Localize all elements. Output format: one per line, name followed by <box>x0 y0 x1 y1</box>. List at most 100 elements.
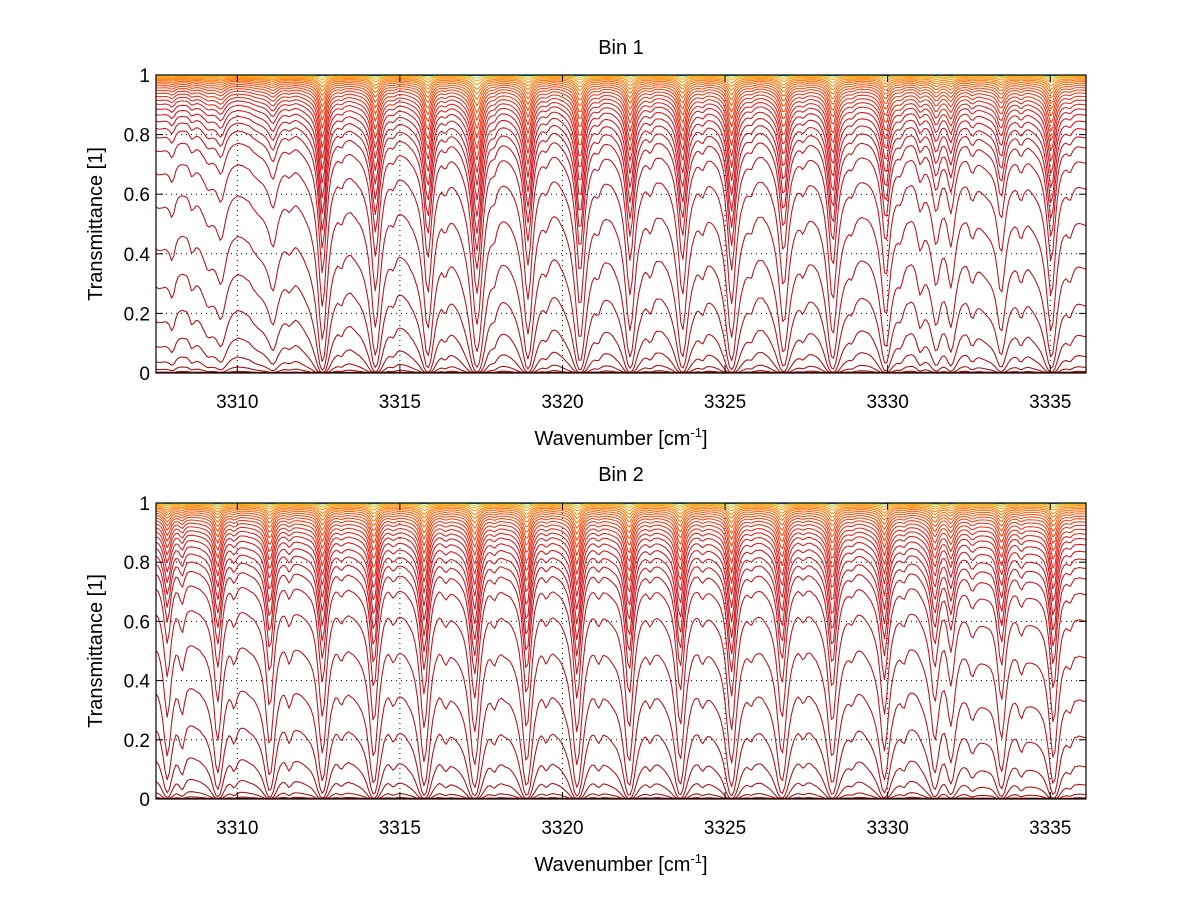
y-tick-labels: 0 0.2 0.4 0.6 0.8 1 <box>124 494 151 811</box>
x-tick-label: 3335 <box>1029 392 1071 413</box>
transmittance-curve <box>155 356 1087 373</box>
subplot-bin-1: Bin 1 3310 3315 3320 3325 3330 3335 0 0.2 0.4 0.… <box>85 37 1087 450</box>
transmittance-curve <box>155 195 1087 353</box>
transmittance-curve <box>155 530 1087 586</box>
x-tick-label: 3330 <box>867 392 909 413</box>
y-tick-label: 0.8 <box>124 553 150 574</box>
transmittance-curve <box>155 514 1087 541</box>
transmittance-curve <box>155 80 1086 107</box>
x-tick-label: 3310 <box>216 392 258 413</box>
transmittance-curve <box>155 510 1086 529</box>
transmittance-curve <box>155 508 1086 524</box>
x-tick-labels: 3310 3315 3320 3325 3330 3335 <box>216 392 1071 413</box>
transmittance-curve <box>155 534 1087 597</box>
transmittance-curve <box>155 507 1086 520</box>
x-tick-label: 3320 <box>541 392 583 413</box>
y-axis-label: Transmittance [1] <box>85 574 107 728</box>
x-axis-label-main: Wavenumber [cm <box>534 428 690 450</box>
transmittance-curve <box>155 77 1086 90</box>
x-axis-label-superscript: -1 <box>690 425 702 440</box>
y-tick-label: 1 <box>139 66 150 87</box>
transmittance-curve <box>155 512 1086 535</box>
transmittance-curve <box>155 82 1086 114</box>
y-tick-labels: 0 0.2 0.4 0.6 0.8 1 <box>124 66 151 385</box>
y-tick-label: 0 <box>139 790 150 811</box>
transmittance-curve <box>155 546 1087 625</box>
transmittance-curve <box>155 96 1087 173</box>
transmittance-curve <box>155 78 1086 95</box>
x-tick-label: 3315 <box>379 392 421 413</box>
transmittance-curve <box>155 337 1087 373</box>
subplot-bin-2: Bin 2 3310 3315 3320 3325 3330 3335 0 0.2 0.4 0.… <box>85 464 1087 876</box>
transmittance-curve <box>155 504 1086 512</box>
subplot-title: Bin 2 <box>598 464 644 486</box>
transmittance-curve <box>155 115 1087 234</box>
x-axis-label-suffix: ] <box>702 428 708 450</box>
transmittance-curve <box>155 526 1087 575</box>
y-tick-label: 0.6 <box>124 185 150 206</box>
transmittance-curve <box>155 778 1087 799</box>
y-tick-label: 0.4 <box>124 245 151 266</box>
y-tick-label: 0.4 <box>124 672 151 693</box>
transmittance-curve <box>155 561 1087 657</box>
transmittance-curve <box>155 540 1087 610</box>
transmittance-curve <box>155 522 1086 565</box>
transmittance-curve <box>155 273 1087 373</box>
transmittance-curve <box>155 122 1087 252</box>
ticks <box>156 74 1086 374</box>
x-tick-label: 3310 <box>216 818 258 839</box>
transmittance-curve <box>155 109 1087 217</box>
transmittance-curve <box>155 570 1087 675</box>
transmittance-curve <box>155 79 1086 101</box>
transmittance-curve <box>155 163 1087 325</box>
transmittance-curve <box>155 503 1086 509</box>
transmittance-curve <box>155 90 1087 150</box>
x-tick-labels: 3310 3315 3320 3325 3330 3335 <box>216 818 1071 839</box>
transmittance-curve <box>156 75 1086 82</box>
transmittance-curve <box>155 93 1087 161</box>
transmittance-curve <box>155 142 1087 294</box>
y-tick-label: 1 <box>139 494 150 515</box>
transmittance-curve <box>156 503 1086 506</box>
subplot-title: Bin 1 <box>598 37 644 59</box>
transmittance-curve <box>155 519 1087 556</box>
x-tick-label: 3335 <box>1029 818 1071 839</box>
transmittance-curve <box>155 235 1087 368</box>
x-axis-label-suffix: ] <box>702 854 708 876</box>
transmittance-curve <box>155 130 1087 270</box>
x-tick-label: 3320 <box>541 818 583 839</box>
axes-box <box>155 502 1087 800</box>
x-axis-label-superscript: -1 <box>690 851 702 866</box>
transmittance-curve <box>155 757 1087 799</box>
transmittance-curve <box>155 645 1087 766</box>
transmittance-curve <box>155 309 1087 373</box>
transmittance-curve <box>156 76 1086 86</box>
y-tick-label: 0.2 <box>124 731 150 752</box>
transmittance-curve <box>155 516 1087 548</box>
transmittance-curve <box>155 506 1086 516</box>
transmittance-curve <box>155 83 1086 121</box>
x-tick-label: 3330 <box>867 818 909 839</box>
ticks <box>156 502 1086 800</box>
x-tick-label: 3325 <box>704 392 746 413</box>
y-tick-label: 0.8 <box>124 126 150 147</box>
transmittance-curve <box>155 610 1087 733</box>
x-axis-label: Wavenumber [cm-1] <box>534 425 707 450</box>
transmittance-curve <box>155 104 1087 201</box>
x-tick-label: 3325 <box>704 818 746 839</box>
transmittance-curve <box>155 585 1087 699</box>
y-tick-label: 0.2 <box>124 304 150 325</box>
x-tick-label: 3315 <box>379 818 421 839</box>
x-axis-label: Wavenumber [cm-1] <box>534 851 707 876</box>
y-axis-label: Transmittance [1] <box>85 147 107 301</box>
transmittance-curve <box>155 553 1087 641</box>
transmittance-curve <box>155 88 1087 139</box>
y-tick-label: 0 <box>139 364 150 385</box>
y-tick-label: 0.6 <box>124 612 150 633</box>
transmittance-curve <box>155 100 1087 186</box>
transmittance-curve <box>155 85 1087 130</box>
axes-box <box>155 74 1087 374</box>
transmittance-curve <box>155 725 1087 797</box>
transmittance-curve <box>155 688 1087 788</box>
